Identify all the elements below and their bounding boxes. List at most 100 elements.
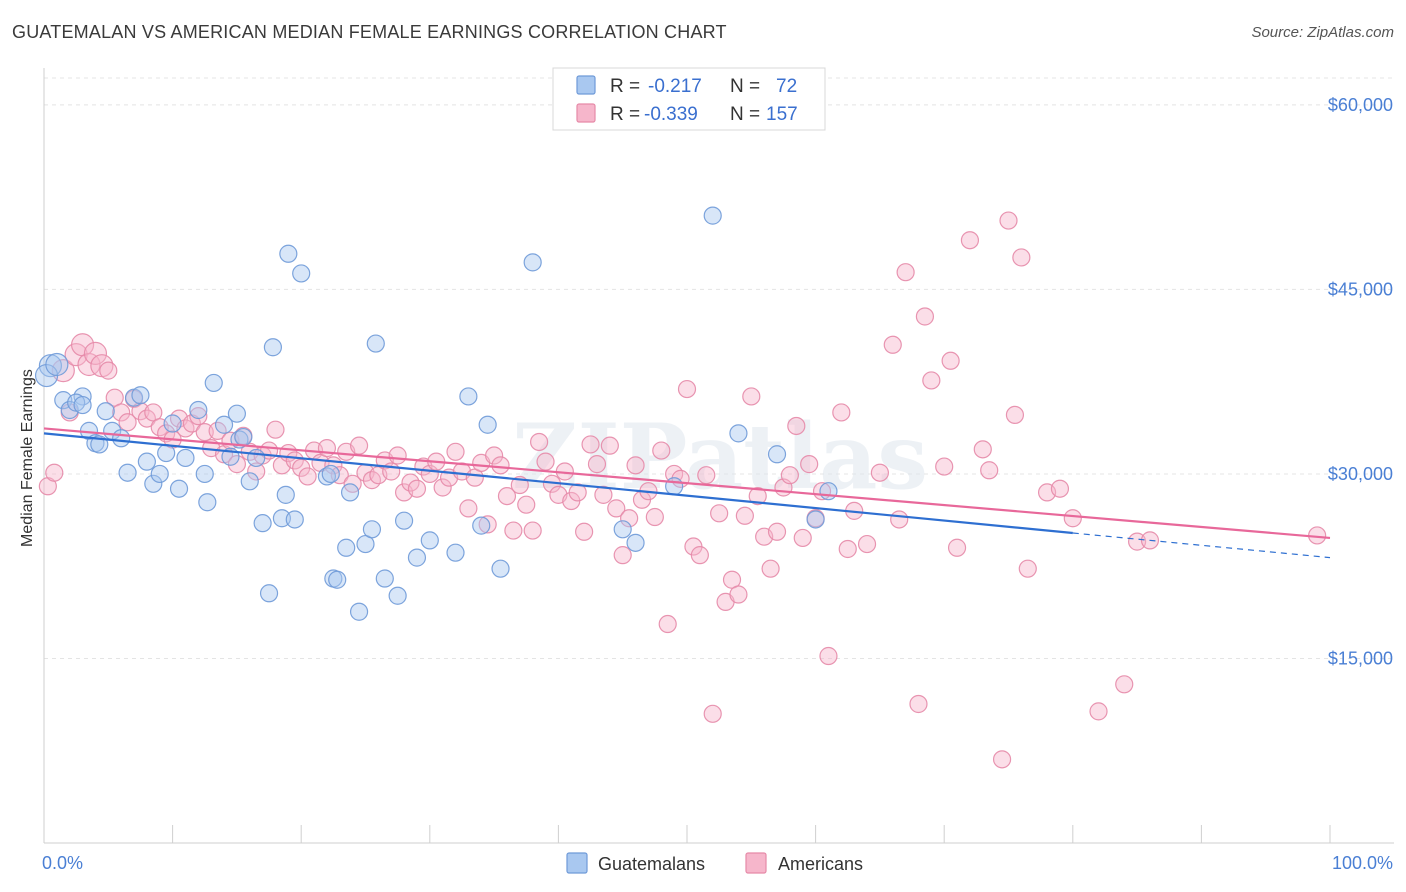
point-americans (915, 307, 935, 326)
point-americans (645, 507, 664, 527)
legend-n-label-1: N = (730, 76, 760, 97)
point-americans (99, 361, 118, 380)
point-americans (349, 436, 369, 455)
point-guatemalans (613, 520, 632, 539)
y-tick-label: $15,000 (1328, 648, 1393, 668)
point-americans (478, 515, 497, 534)
point-americans (77, 352, 101, 377)
point-guatemalans (362, 520, 382, 539)
point-americans (581, 435, 600, 454)
point-guatemalans (163, 414, 182, 433)
point-americans (980, 461, 999, 480)
point-americans (1018, 559, 1037, 578)
trend-line-americans (43, 427, 1331, 540)
point-americans (787, 416, 806, 436)
point-guatemalans (285, 510, 304, 529)
point-guatemalans (472, 516, 491, 535)
point-guatemalans (112, 429, 131, 448)
point-americans (433, 478, 452, 497)
point-guatemalans (198, 493, 217, 512)
point-americans (189, 407, 208, 426)
trend-line-guatemalans-extension (1072, 532, 1331, 559)
legend-r-value-1: -0.217 (648, 76, 702, 97)
point-americans (697, 466, 716, 485)
point-guatemalans (337, 538, 356, 557)
point-americans (575, 522, 594, 541)
point-americans (594, 485, 613, 504)
point-americans (536, 452, 555, 471)
legend-n-value-2: 157 (766, 104, 798, 125)
point-americans (832, 403, 851, 422)
point-guatemalans (420, 531, 439, 550)
point-guatemalans (176, 448, 195, 468)
point-americans (999, 211, 1018, 230)
x-tick-label-min: 0.0% (42, 853, 83, 873)
legend-bottom-swatch-guatemalans (566, 852, 588, 874)
point-americans (247, 462, 266, 481)
legend-r-value-2: -0.339 (644, 104, 698, 125)
series-americans (38, 211, 1327, 769)
point-guatemalans (321, 464, 340, 484)
point-americans (729, 585, 748, 604)
point-americans (677, 379, 697, 399)
y-axis-label: Median Female Earnings (19, 369, 36, 547)
point-americans (909, 694, 928, 714)
point-americans (491, 456, 510, 475)
point-americans (1127, 532, 1147, 551)
point-americans (838, 539, 857, 559)
point-guatemalans (204, 373, 223, 393)
point-americans (703, 704, 722, 723)
point-americans (1012, 248, 1031, 267)
point-guatemalans (73, 395, 92, 415)
point-guatemalans (328, 570, 347, 589)
legend-swatch-guatemalans (576, 75, 596, 95)
point-guatemalans (388, 586, 407, 605)
point-americans (587, 455, 607, 474)
point-americans (620, 509, 639, 528)
point-americans (735, 506, 754, 525)
point-americans (523, 521, 542, 540)
legend-bottom-label-americans: Americans (778, 854, 863, 874)
point-americans (748, 486, 767, 506)
point-guatemalans (478, 415, 497, 434)
point-americans (83, 341, 108, 365)
y-tick-label: $60,000 (1328, 95, 1393, 115)
point-guatemalans (247, 448, 266, 468)
point-guatemalans (131, 386, 150, 405)
legend-n-value-1: 72 (776, 76, 797, 97)
point-americans (1005, 405, 1025, 425)
point-americans (45, 463, 64, 482)
point-americans (652, 441, 671, 460)
trend-lines (43, 427, 1331, 559)
point-americans (935, 457, 954, 476)
x-tick-label-max: 100.0% (1332, 853, 1393, 873)
point-guatemalans (729, 424, 748, 443)
trend-line-guatemalans (43, 432, 1073, 535)
point-americans (600, 436, 619, 455)
point-americans (607, 499, 626, 518)
point-guatemalans (137, 452, 156, 471)
point-americans (118, 413, 137, 432)
point-guatemalans (279, 244, 298, 263)
point-guatemalans (349, 602, 369, 621)
point-guatemalans (227, 404, 246, 423)
y-tick-label: $45,000 (1328, 279, 1393, 299)
point-americans (195, 423, 214, 442)
point-americans (870, 463, 890, 482)
point-guatemalans (195, 464, 214, 484)
point-americans (504, 521, 523, 540)
legend-n-label-2: N = (730, 104, 760, 125)
point-americans (497, 486, 517, 506)
point-americans (112, 403, 131, 422)
chart-source: Source: ZipAtlas.com (1251, 24, 1394, 41)
point-guatemalans (234, 427, 253, 447)
point-guatemalans (407, 548, 427, 567)
series-guatemalans (34, 206, 838, 621)
point-americans (742, 387, 761, 406)
point-guatemalans (394, 511, 414, 530)
point-guatemalans (459, 387, 478, 406)
point-americans (266, 420, 285, 439)
point-americans (793, 528, 812, 548)
point-guatemalans (665, 477, 684, 496)
